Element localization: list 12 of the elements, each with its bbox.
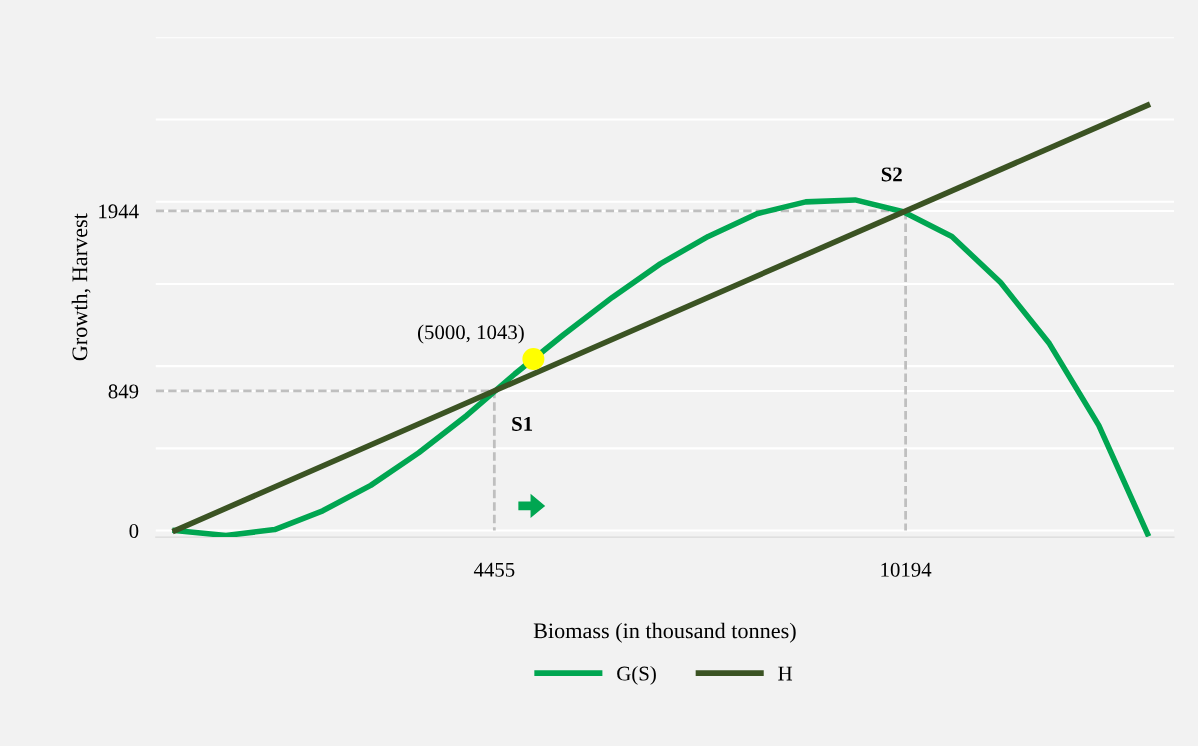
y-tick-label: 1944 xyxy=(99,204,139,219)
annotation: S2 xyxy=(881,167,902,182)
x-tick-label: 10194 xyxy=(881,562,932,577)
x-axis-title: Biomass (in thousand tonnes) xyxy=(533,622,796,643)
annotation: S1 xyxy=(512,416,533,431)
x-tick-label: 4455 xyxy=(473,562,515,577)
y-tick-label: 0 xyxy=(129,523,139,538)
y-tick-label: 849 xyxy=(108,384,139,399)
y-axis-title: Growth, Harvest xyxy=(71,213,91,361)
legend-label: G(S) xyxy=(617,665,656,685)
legend-label: H xyxy=(778,666,793,681)
annotation: (5000, 1043) xyxy=(418,324,524,344)
